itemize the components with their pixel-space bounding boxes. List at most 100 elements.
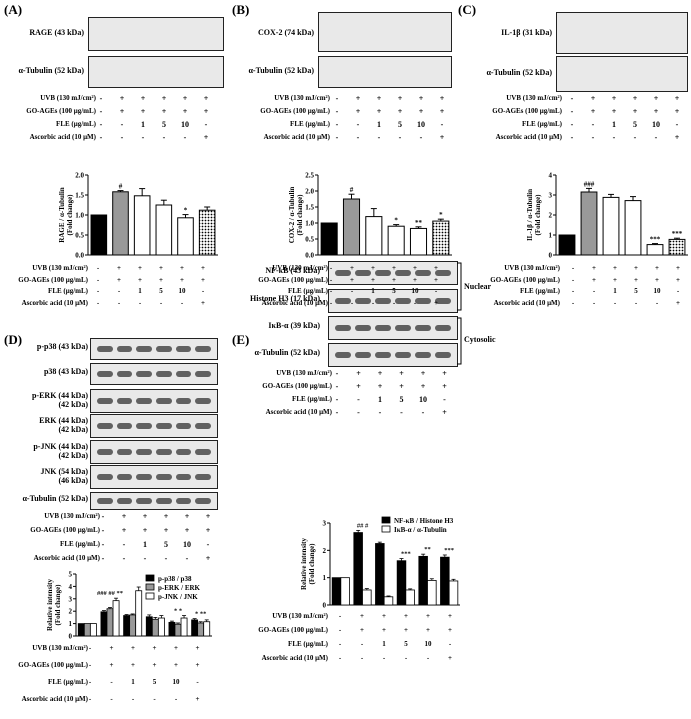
blot-band bbox=[156, 474, 172, 480]
d-chart-tbl-cell: - bbox=[174, 695, 178, 703]
b-chart-tbl-cell: + bbox=[434, 298, 438, 307]
chart-b-bar bbox=[409, 227, 428, 256]
e-chart-tbl-cell: - bbox=[404, 654, 408, 662]
a-blot-tbl-cell: 1 bbox=[141, 120, 145, 129]
a-chart-tbl-cell: + bbox=[201, 298, 205, 307]
chart-c-annotation: *** bbox=[650, 236, 661, 244]
chart-c-ylabel: (Fold change) bbox=[534, 194, 542, 236]
b-chart-tbl-cell: + bbox=[434, 264, 438, 272]
chart-d-bar bbox=[135, 590, 143, 637]
b-blot-tbl-cell: - bbox=[356, 120, 360, 129]
c-blot-tbl-cell: - bbox=[591, 133, 595, 142]
c-chart-tbl-row-label-0: UVB (130 mJ/cm²) bbox=[504, 264, 560, 272]
b-blot-tbl-cell: - bbox=[335, 133, 339, 142]
chart-d-ytick-label: 1 bbox=[69, 620, 73, 628]
a-blot-tbl-row-label-3: Ascorbic acid (10 μM) bbox=[29, 133, 96, 141]
blot-band bbox=[375, 298, 391, 304]
a-blot-tbl-cell: + bbox=[182, 94, 188, 103]
e-chart-tbl-cell: - bbox=[338, 640, 342, 648]
d-blot-tbl-cell: + bbox=[205, 512, 211, 521]
c-blot-tbl-cell: + bbox=[674, 107, 680, 116]
e-chart-tbl-row-label-3: Ascorbic acid (10 μM) bbox=[261, 654, 328, 662]
a-chart-tbl-cell: + bbox=[180, 264, 184, 272]
blot-band bbox=[195, 423, 211, 429]
blot-band bbox=[175, 346, 192, 352]
chart-a-bar bbox=[90, 214, 108, 256]
blot-band bbox=[97, 398, 113, 404]
blot-band bbox=[435, 298, 451, 304]
b-chart-tbl-cell: - bbox=[371, 298, 375, 307]
a-chart-tbl-cell: - bbox=[117, 287, 121, 295]
d-chart-tbl-cell: + bbox=[109, 644, 114, 652]
d-chart-tbl-cell: + bbox=[195, 644, 200, 652]
blot-band bbox=[116, 346, 133, 352]
d-blot-tbl-cell: - bbox=[101, 554, 105, 563]
d-blot-tbl-cell: - bbox=[101, 540, 105, 549]
e-chart-tbl-cell: + bbox=[404, 612, 408, 620]
c-chart-tbl-cell: - bbox=[676, 287, 680, 295]
chart-d-annotation: * * bbox=[174, 608, 182, 615]
blot-band bbox=[156, 498, 172, 504]
blot-cox2 bbox=[318, 12, 452, 52]
blot-label-e-2: IκB-α (39 kDa) bbox=[268, 321, 320, 330]
blot-d-6 bbox=[90, 492, 218, 510]
b-blot-tbl-cell: - bbox=[377, 133, 381, 142]
e-chart-tbl-cell: - bbox=[338, 654, 342, 662]
b-blot-tbl-cell: + bbox=[418, 107, 424, 116]
e-blot-tbl-cell: - bbox=[421, 408, 425, 417]
d-blot-tbl-cell: - bbox=[164, 554, 168, 563]
bracket-nuclear-label: Nuclear bbox=[464, 282, 492, 291]
blot-band bbox=[195, 449, 211, 455]
chart-d-bar bbox=[112, 600, 120, 637]
a-chart-tbl-cell: + bbox=[180, 275, 184, 284]
chart-d-bar bbox=[89, 623, 97, 637]
c-blot-tbl-cell: - bbox=[654, 133, 658, 142]
c-blot-tbl-cell: + bbox=[632, 107, 638, 116]
d-chart-tbl-cell: + bbox=[195, 661, 200, 669]
d-blot-tbl-cell: + bbox=[184, 512, 190, 521]
chart-d-ytick-label: 4 bbox=[69, 583, 73, 591]
a-blot-tbl-cell: + bbox=[161, 94, 167, 103]
c-blot-tbl-row-label-2: FLE (μg/mL) bbox=[522, 120, 562, 128]
a-chart-tbl-cell: - bbox=[96, 287, 100, 295]
d-chart-tbl-cell: 1 bbox=[131, 678, 135, 686]
c-chart-tbl-cell: + bbox=[676, 275, 680, 284]
c-chart-tbl-cell: + bbox=[613, 264, 617, 272]
blot-band bbox=[136, 346, 152, 352]
b-chart-tbl-row-label-2: FLE (μg/mL) bbox=[288, 287, 328, 295]
a-chart-tbl-cell: - bbox=[96, 264, 100, 272]
chart-c-ytick-label: 4 bbox=[549, 172, 553, 180]
chart-a-ylabel: (Fold change) bbox=[66, 194, 74, 236]
b-chart-tbl-row-label-3: Ascorbic acid (10 μM) bbox=[261, 298, 328, 307]
e-blot-tbl-cell: - bbox=[443, 395, 446, 404]
chart-b-annotation: * bbox=[439, 211, 443, 219]
c-blot-tbl-cell: - bbox=[570, 133, 574, 142]
b-blot-tbl-row-label-0: UVB (130 mJ/cm²) bbox=[274, 94, 330, 102]
chart-c-annotation: ### bbox=[584, 180, 595, 188]
blot-label-tubulin-a: α-Tubulin (52 kDa) bbox=[18, 66, 84, 75]
d-blot-tbl-cell: + bbox=[142, 512, 148, 521]
c-chart-tbl-cell: 5 bbox=[634, 287, 638, 295]
blot-d-2 bbox=[90, 389, 218, 413]
chart-e-bar bbox=[405, 589, 415, 606]
chart-d-legend-swatch bbox=[145, 592, 155, 600]
blot-band bbox=[116, 398, 133, 404]
chart-c-ytick-label: 0 bbox=[549, 252, 553, 260]
chart-b-bar bbox=[387, 225, 405, 256]
chart-a-ytick-label: 0.5 bbox=[75, 232, 84, 240]
d-blot-tbl-cell: - bbox=[122, 540, 126, 549]
blot-band bbox=[415, 298, 431, 304]
b-chart-tbl-cell: + bbox=[392, 264, 396, 272]
a-blot-tbl-cell: - bbox=[99, 120, 103, 129]
chart-a-bar bbox=[112, 191, 129, 256]
chart-b-bar bbox=[365, 216, 383, 256]
chart-c-bar bbox=[668, 238, 686, 256]
blot-band bbox=[175, 423, 192, 429]
bracket-cytosolic-label: Cytosolic bbox=[464, 335, 496, 344]
e-chart-tbl-cell: - bbox=[382, 654, 386, 662]
a-chart-tbl-cell: - bbox=[138, 298, 142, 307]
e-chart-tbl-cell: + bbox=[382, 612, 386, 620]
chart-c-ytick-label: 1 bbox=[549, 232, 553, 240]
e-chart-tbl-cell: + bbox=[448, 626, 452, 634]
e-chart-tbl-cell: + bbox=[448, 654, 452, 662]
